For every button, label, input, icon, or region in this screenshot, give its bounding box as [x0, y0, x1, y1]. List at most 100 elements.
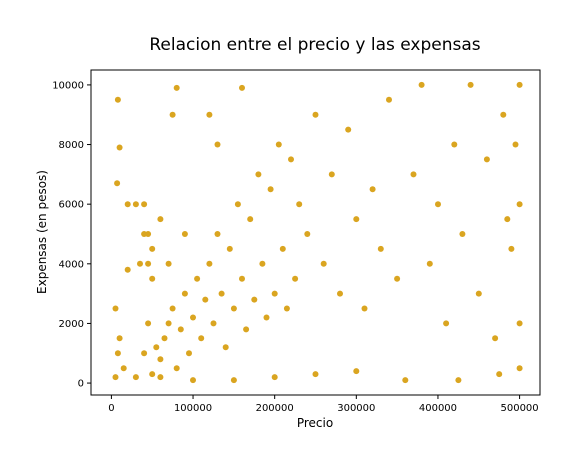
data-point — [312, 371, 319, 378]
data-point — [353, 368, 360, 375]
data-point — [114, 180, 121, 187]
data-point — [483, 156, 490, 163]
data-point — [149, 275, 156, 282]
data-point — [475, 290, 482, 297]
data-point — [361, 305, 368, 312]
y-axis: 0 2000 4000 6000 8000 10000 — [52, 80, 91, 390]
data-point — [234, 201, 241, 208]
data-point — [271, 374, 278, 381]
data-point — [157, 216, 164, 223]
data-point — [206, 260, 213, 267]
data-point — [198, 335, 205, 342]
data-point — [145, 320, 152, 327]
data-point — [181, 290, 188, 297]
data-point — [418, 81, 425, 88]
data-point — [243, 326, 250, 333]
data-point — [173, 365, 180, 372]
data-point — [116, 144, 123, 151]
data-point — [451, 141, 458, 148]
data-point — [177, 326, 184, 333]
data-point — [157, 356, 164, 363]
x-tick-label: 200000 — [256, 403, 294, 414]
data-point — [214, 231, 221, 237]
y-tick-label: 0 — [78, 379, 84, 390]
data-point — [467, 81, 474, 88]
data-point — [222, 344, 229, 351]
data-point — [186, 350, 192, 357]
data-point — [369, 186, 376, 193]
data-point — [145, 260, 152, 267]
data-point — [410, 171, 417, 178]
data-point — [120, 365, 127, 372]
data-point — [149, 245, 156, 252]
y-tick-label: 10000 — [52, 80, 84, 91]
data-point — [386, 96, 392, 103]
x-tick-label: 400000 — [419, 403, 457, 414]
y-tick-label: 2000 — [59, 319, 84, 330]
data-point — [165, 260, 172, 267]
plot-frame — [90, 69, 541, 396]
x-axis: 0 100000 200000 300000 400000 500000 — [108, 395, 539, 414]
data-point — [443, 320, 450, 327]
data-point — [496, 371, 503, 378]
data-point — [279, 245, 286, 252]
data-point — [255, 171, 262, 178]
data-point — [112, 374, 119, 381]
data-point — [149, 371, 156, 378]
data-point — [516, 320, 523, 327]
data-point — [263, 314, 270, 321]
data-point — [320, 260, 327, 267]
data-point — [157, 374, 164, 381]
data-point — [435, 201, 441, 208]
x-tick-label: 100000 — [174, 403, 212, 414]
data-point — [271, 290, 278, 297]
data-point — [124, 266, 131, 273]
y-tick-label: 6000 — [59, 200, 84, 211]
data-point — [426, 260, 433, 267]
data-point — [161, 335, 168, 342]
data-point — [459, 231, 466, 237]
points-layer — [112, 81, 523, 384]
data-point — [239, 275, 245, 282]
data-point — [137, 260, 143, 267]
data-point — [353, 216, 360, 223]
data-point — [394, 275, 401, 282]
data-point — [247, 216, 254, 223]
data-point — [132, 374, 139, 381]
data-point — [124, 201, 131, 208]
data-point — [165, 320, 172, 327]
data-point — [190, 377, 196, 384]
data-point — [169, 305, 176, 312]
data-point — [312, 111, 319, 118]
data-point — [218, 290, 225, 297]
data-point — [132, 201, 139, 208]
data-point — [328, 171, 335, 178]
data-point — [141, 350, 148, 357]
data-point — [194, 275, 201, 282]
x-tick-label: 500000 — [500, 403, 538, 414]
data-point — [492, 335, 499, 342]
x-tick-label: 0 — [108, 403, 114, 414]
data-point — [230, 377, 237, 384]
data-point — [337, 290, 343, 297]
data-point — [206, 111, 213, 118]
data-point — [259, 260, 266, 267]
y-tick-label: 4000 — [59, 259, 84, 270]
data-point — [141, 231, 148, 237]
data-point — [288, 156, 294, 163]
data-point — [508, 245, 515, 252]
data-point — [239, 84, 245, 91]
x-tick-label: 300000 — [337, 403, 375, 414]
data-point — [169, 111, 176, 118]
data-point — [141, 201, 148, 208]
data-point — [202, 296, 209, 303]
x-axis-label: Precio — [297, 416, 333, 430]
data-point — [116, 335, 123, 342]
data-point — [210, 320, 217, 327]
data-point — [345, 126, 352, 133]
data-point — [114, 96, 121, 103]
data-point — [516, 365, 523, 372]
data-point — [516, 81, 523, 88]
